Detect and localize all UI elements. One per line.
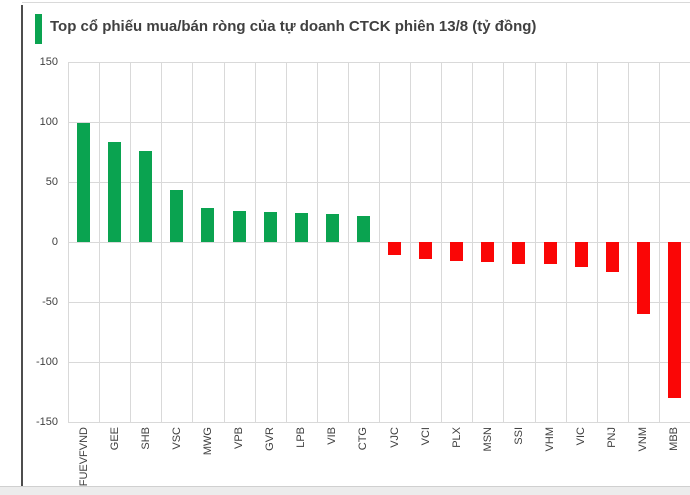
x-gridline [658, 62, 660, 422]
x-axis-tick-label: FUEVFVND [77, 427, 90, 487]
x-axis-tick-label: GVR [264, 427, 277, 451]
bar-MSN [481, 242, 495, 263]
bottom-border [0, 486, 690, 495]
y-axis-tick-label: 150 [39, 56, 58, 68]
bar-SHB [139, 150, 153, 242]
x-axis-tick-label: GEE [108, 427, 121, 451]
y-axis-tick-label: 100 [39, 116, 58, 128]
x-axis-tick-label: MWG [201, 427, 214, 456]
x-axis-tick-label: VIB [326, 427, 339, 445]
x-gridline [316, 62, 318, 422]
top-border [22, 2, 690, 3]
x-axis-tick-label: VSC [170, 427, 183, 450]
chart-title: Top cổ phiếu mua/bán ròng của tự doanh C… [50, 18, 537, 35]
left-border [21, 5, 23, 486]
bar-SSI [512, 242, 526, 264]
bar-VIB [325, 214, 339, 242]
bar-PLX [450, 242, 464, 262]
x-axis-tick-label: MSN [481, 427, 494, 452]
x-gridline [441, 62, 443, 422]
bar-MWG [201, 208, 215, 242]
y-axis-tick-label: -100 [35, 356, 58, 368]
bar-VIC [574, 242, 588, 268]
bar-VCI [419, 242, 433, 259]
x-axis-tick-label: PNJ [606, 427, 619, 448]
y-axis-tick-label: -150 [35, 416, 58, 428]
y-axis-tick-label: -50 [42, 296, 58, 308]
x-gridline [410, 62, 412, 422]
x-axis-tick-label: MBB [668, 427, 681, 451]
x-gridline [534, 62, 536, 422]
x-gridline [627, 62, 629, 422]
x-gridline [565, 62, 567, 422]
x-axis-tick-label: VHM [544, 427, 557, 452]
x-gridline [254, 62, 256, 422]
title-accent-bar [35, 14, 42, 44]
bar-CTG [356, 215, 370, 242]
bar-GEE [108, 142, 122, 242]
plot-area [68, 62, 690, 423]
x-axis-tick-label: VNM [637, 427, 650, 452]
x-gridline [285, 62, 287, 422]
chart-title-block: Top cổ phiếu mua/bán ròng của tự doanh C… [35, 14, 536, 44]
x-axis-tick-label: VIC [575, 427, 588, 446]
x-gridline [347, 62, 349, 422]
bar-PNJ [605, 242, 619, 272]
x-gridline [161, 62, 163, 422]
x-gridline [68, 62, 69, 422]
x-axis-tick-label: VPB [233, 427, 246, 450]
bar-LPB [294, 213, 308, 242]
x-axis-tick-label: PLX [450, 427, 463, 448]
x-gridline [503, 62, 505, 422]
bar-VNM [636, 242, 650, 314]
x-gridline [192, 62, 194, 422]
x-axis-tick-label: VJC [388, 427, 401, 448]
x-axis-tick-label: SHB [139, 427, 152, 450]
x-axis-tick-label: LPB [295, 427, 308, 448]
x-gridline [130, 62, 132, 422]
x-axis-tick-label: VCI [419, 427, 432, 446]
x-axis-tick-label: CTG [357, 427, 370, 451]
x-axis-tick-label: SSI [512, 427, 525, 445]
y-axis-tick-label: 50 [45, 176, 58, 188]
x-gridline [472, 62, 474, 422]
y-axis-tick-label: 0 [51, 236, 58, 248]
x-gridline [596, 62, 598, 422]
bar-MBB [667, 242, 681, 398]
bar-VSC [170, 190, 184, 242]
bar-FUEVFVND [77, 123, 91, 242]
bar-VJC [388, 242, 402, 256]
bar-VPB [232, 210, 246, 242]
y-gridline [68, 422, 690, 423]
x-gridline [223, 62, 225, 422]
bar-GVR [263, 212, 277, 242]
bar-VHM [543, 242, 557, 264]
x-gridline [379, 62, 380, 422]
x-gridline [99, 62, 101, 422]
